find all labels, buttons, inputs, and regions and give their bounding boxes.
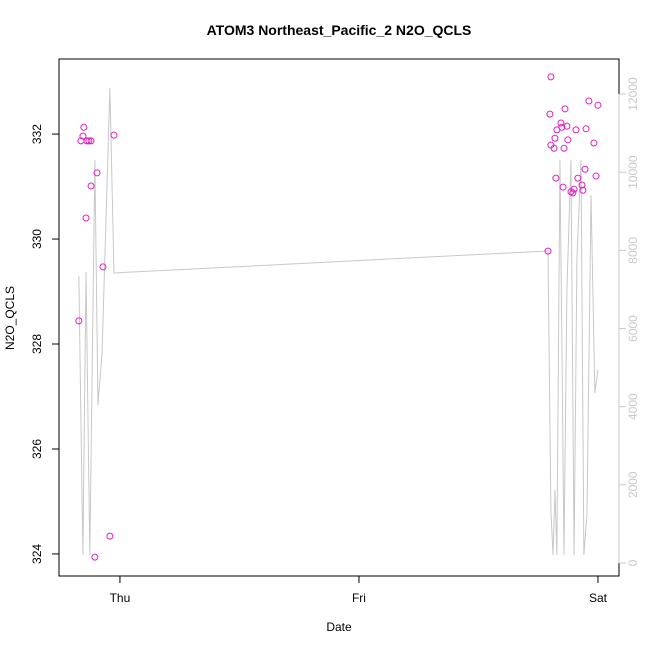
data-point — [93, 169, 101, 177]
y-tick-label: 330 — [30, 229, 44, 249]
data-point — [563, 122, 571, 130]
data-point — [552, 174, 560, 182]
data-point — [110, 131, 118, 139]
y-tick-label: 328 — [30, 334, 44, 354]
y2-tick-label: 12000 — [626, 77, 640, 111]
data-point — [581, 165, 589, 173]
data-point — [590, 139, 598, 147]
data-point — [579, 186, 587, 194]
data-point — [75, 317, 83, 325]
x-tick-label: Fri — [352, 591, 366, 605]
data-point — [547, 73, 555, 81]
plot-frame — [58, 58, 620, 577]
data-point — [106, 532, 114, 540]
data-point — [544, 247, 552, 255]
data-point — [561, 105, 569, 113]
data-point — [569, 189, 577, 197]
x-tick-label: Sat — [589, 591, 608, 605]
data-point — [592, 172, 600, 180]
data-point — [551, 134, 559, 142]
data-point — [82, 214, 90, 222]
y-axis-label: N2O_QCLS — [3, 286, 17, 350]
data-point — [80, 123, 88, 131]
data-point — [594, 101, 602, 109]
data-point — [572, 126, 580, 134]
data-point — [87, 182, 95, 190]
data-point — [557, 119, 565, 127]
data-point — [578, 181, 586, 189]
data-point — [582, 125, 590, 133]
data-point — [546, 110, 554, 118]
data-point — [558, 123, 566, 131]
data-point — [560, 144, 568, 152]
data-point — [574, 174, 582, 182]
x-axis-label: Date — [326, 620, 352, 634]
data-point — [550, 144, 558, 152]
y2-tick-label: 6000 — [626, 315, 640, 342]
data-point — [559, 183, 567, 191]
y-tick-label: 332 — [30, 124, 44, 144]
data-point — [564, 136, 572, 144]
y2-tick-label: 4000 — [626, 393, 640, 420]
data-point — [85, 137, 93, 145]
data-point — [570, 185, 578, 193]
y-tick-label: 326 — [30, 439, 44, 459]
data-point — [99, 263, 107, 271]
chart-title: ATOM3 Northeast_Pacific_2 N2O_QCLS — [207, 22, 472, 38]
altitude-line — [78, 87, 599, 556]
data-point — [83, 137, 91, 145]
y2-tick-label: 2000 — [626, 471, 640, 498]
y2-tick-label: 0 — [626, 559, 640, 566]
data-point — [79, 132, 87, 140]
y2-tick-label: 10000 — [626, 155, 640, 189]
data-point — [585, 97, 593, 105]
y2-tick-label: 8000 — [626, 237, 640, 264]
y-tick-label: 324 — [30, 544, 44, 564]
data-point — [91, 553, 99, 561]
x-tick-label: Thu — [110, 591, 131, 605]
data-point — [87, 137, 95, 145]
